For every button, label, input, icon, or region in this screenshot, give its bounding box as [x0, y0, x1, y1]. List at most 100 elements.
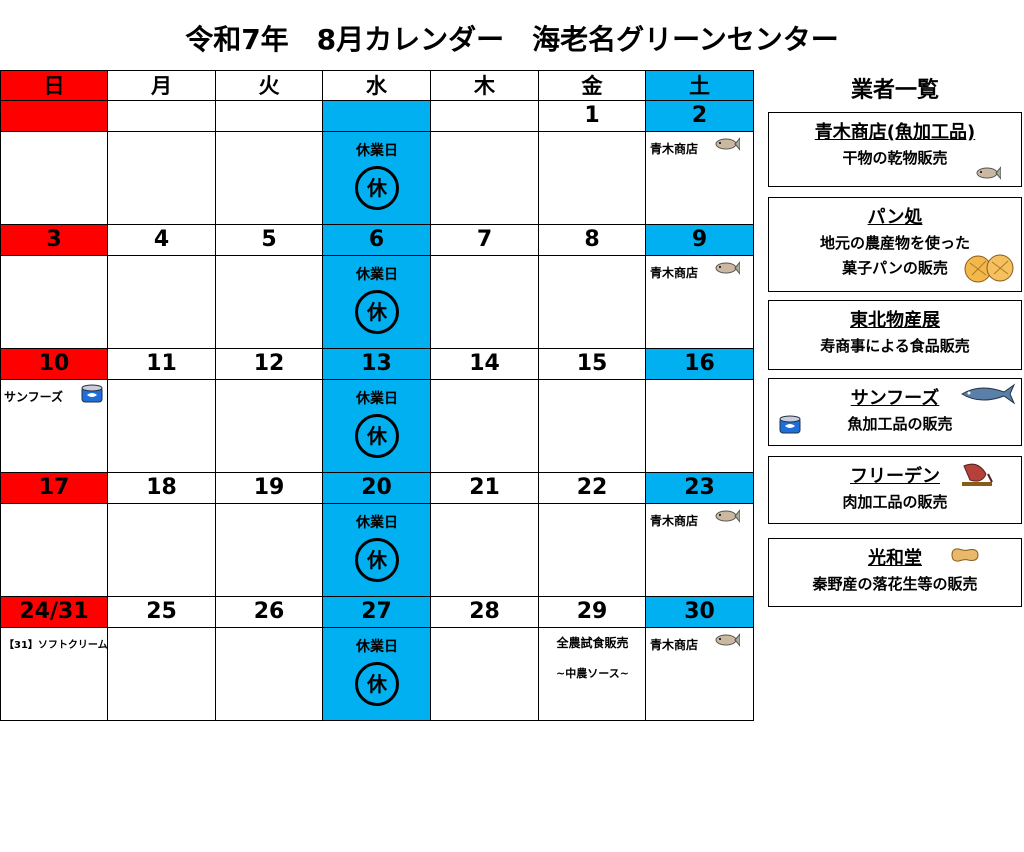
note-cell [108, 380, 216, 473]
icon [80, 383, 104, 409]
note-cell [216, 380, 323, 473]
date-cell: 4 [108, 225, 216, 256]
note-cell [431, 256, 539, 349]
vendor-box [768, 378, 1022, 446]
date-cell: 24/31 [0, 597, 108, 628]
note-cell [108, 256, 216, 349]
note-cell [216, 628, 323, 721]
closed-label: 休業日 [356, 143, 398, 159]
closed-stamp: 休 [355, 166, 399, 210]
note-cell [539, 380, 646, 473]
note-cell [539, 504, 646, 597]
vendor-box [768, 300, 1022, 370]
date-cell: 26 [216, 597, 323, 628]
vendor-desc: 寿商事による食品販売 [820, 337, 970, 355]
vendor-desc: 肉加工品の販売 [842, 493, 948, 511]
note-label: 全農試食販売 [556, 636, 629, 650]
date-cell: 18 [108, 473, 216, 504]
icon [714, 259, 741, 281]
note-cell [539, 256, 646, 349]
date-cell [431, 101, 539, 132]
date-cell: 13 [323, 349, 431, 380]
note-cell [539, 132, 646, 225]
note-cell [646, 132, 754, 225]
closed-stamp: 休 [355, 414, 399, 458]
title: 令和7年 8月カレンダー 海老名グリーンセンター [185, 23, 839, 56]
vendor-name: 青木商店(魚加工品) [814, 122, 976, 143]
vendor-box [768, 112, 1022, 187]
date-cell: 25 [108, 597, 216, 628]
date-cell: 7 [431, 225, 539, 256]
note-cell [108, 628, 216, 721]
note-cell [431, 380, 539, 473]
icon [960, 383, 1016, 409]
date-cell: 11 [108, 349, 216, 380]
icon [714, 135, 741, 157]
vendor-desc: 干物の乾物販売 [842, 149, 948, 167]
date-cell: 30 [646, 597, 754, 628]
weekday-header: 火 [216, 70, 323, 101]
note-label: 青木商店 [650, 514, 699, 528]
date-cell: 2 [646, 101, 754, 132]
closed-stamp: 休 [355, 538, 399, 582]
weekday-header: 木 [431, 70, 539, 101]
weekday-header: 土 [646, 70, 754, 101]
closed-label: 休業日 [356, 639, 398, 655]
vendor-box [768, 538, 1022, 607]
date-cell [108, 101, 216, 132]
vendor-box [768, 197, 1022, 292]
note-cell [431, 132, 539, 225]
icon [714, 507, 741, 529]
note-cell [0, 628, 108, 721]
note-cell [216, 132, 323, 225]
date-cell: 10 [0, 349, 108, 380]
note-cell [216, 256, 323, 349]
note-cell [646, 504, 754, 597]
date-cell: 22 [539, 473, 646, 504]
weekday-header: 金 [539, 70, 646, 101]
note-label: 青木商店 [650, 638, 699, 652]
vendor-name: フリーデン [850, 466, 940, 487]
date-cell: 12 [216, 349, 323, 380]
icon [948, 546, 982, 568]
note-cell [646, 628, 754, 721]
date-cell: 23 [646, 473, 754, 504]
note-sub: ~中農ソース~ [556, 667, 629, 680]
date-cell: 3 [0, 225, 108, 256]
date-cell: 27 [323, 597, 431, 628]
note-cell [108, 132, 216, 225]
note-cell [0, 132, 108, 225]
weekday-header: 月 [108, 70, 216, 101]
vendor-box [768, 456, 1022, 524]
note-cell [431, 504, 539, 597]
note-label: 青木商店 [650, 142, 699, 156]
date-cell: 19 [216, 473, 323, 504]
closed-label: 休業日 [356, 267, 398, 283]
weekday-header: 日 [0, 70, 108, 101]
date-cell: 29 [539, 597, 646, 628]
vendor-desc: 菓子パンの販売 [842, 259, 948, 277]
vendor-desc: 魚加工品の販売 [847, 415, 953, 433]
vendor-name: パン処 [867, 207, 923, 228]
closed-label: 休業日 [356, 391, 398, 407]
vendor-name: サンフーズ [850, 388, 940, 409]
date-cell: 15 [539, 349, 646, 380]
date-cell: 28 [431, 597, 539, 628]
vendor-name: 光和堂 [868, 548, 922, 569]
date-cell: 1 [539, 101, 646, 132]
vendor-name: 東北物産展 [850, 310, 940, 331]
icon [962, 253, 1016, 287]
date-cell [216, 101, 323, 132]
date-cell: 6 [323, 225, 431, 256]
vendor-desc: 秦野産の落花生等の販売 [812, 575, 978, 593]
date-cell: 16 [646, 349, 754, 380]
note-cell [539, 628, 646, 721]
note-cell [0, 256, 108, 349]
closed-stamp: 休 [355, 290, 399, 334]
icon [975, 164, 1002, 186]
date-cell: 5 [216, 225, 323, 256]
weekday-header: 水 [323, 70, 431, 101]
icon [778, 414, 802, 440]
vendor-title: 業者一覧 [850, 78, 939, 103]
